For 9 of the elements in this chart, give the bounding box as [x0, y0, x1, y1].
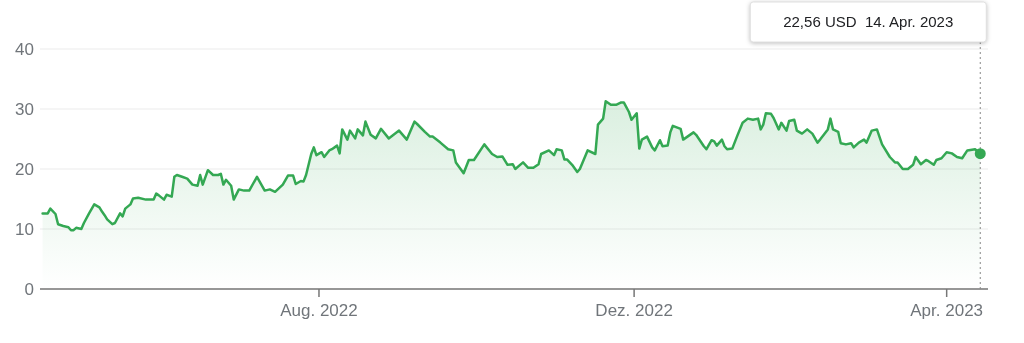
- y-tick-label: 30: [15, 99, 34, 119]
- y-tick-label: 0: [24, 279, 34, 299]
- x-tick-label: Aug. 2022: [280, 301, 358, 320]
- x-tick-label: Apr. 2023: [910, 301, 984, 320]
- y-tick-label: 20: [15, 159, 34, 179]
- y-tick-label: 40: [15, 39, 34, 59]
- y-tick-label: 10: [15, 219, 34, 239]
- x-tick-label: Dez. 2022: [595, 301, 673, 320]
- ref-line-label: 22,56 USD 14. Apr. 2023: [783, 13, 954, 31]
